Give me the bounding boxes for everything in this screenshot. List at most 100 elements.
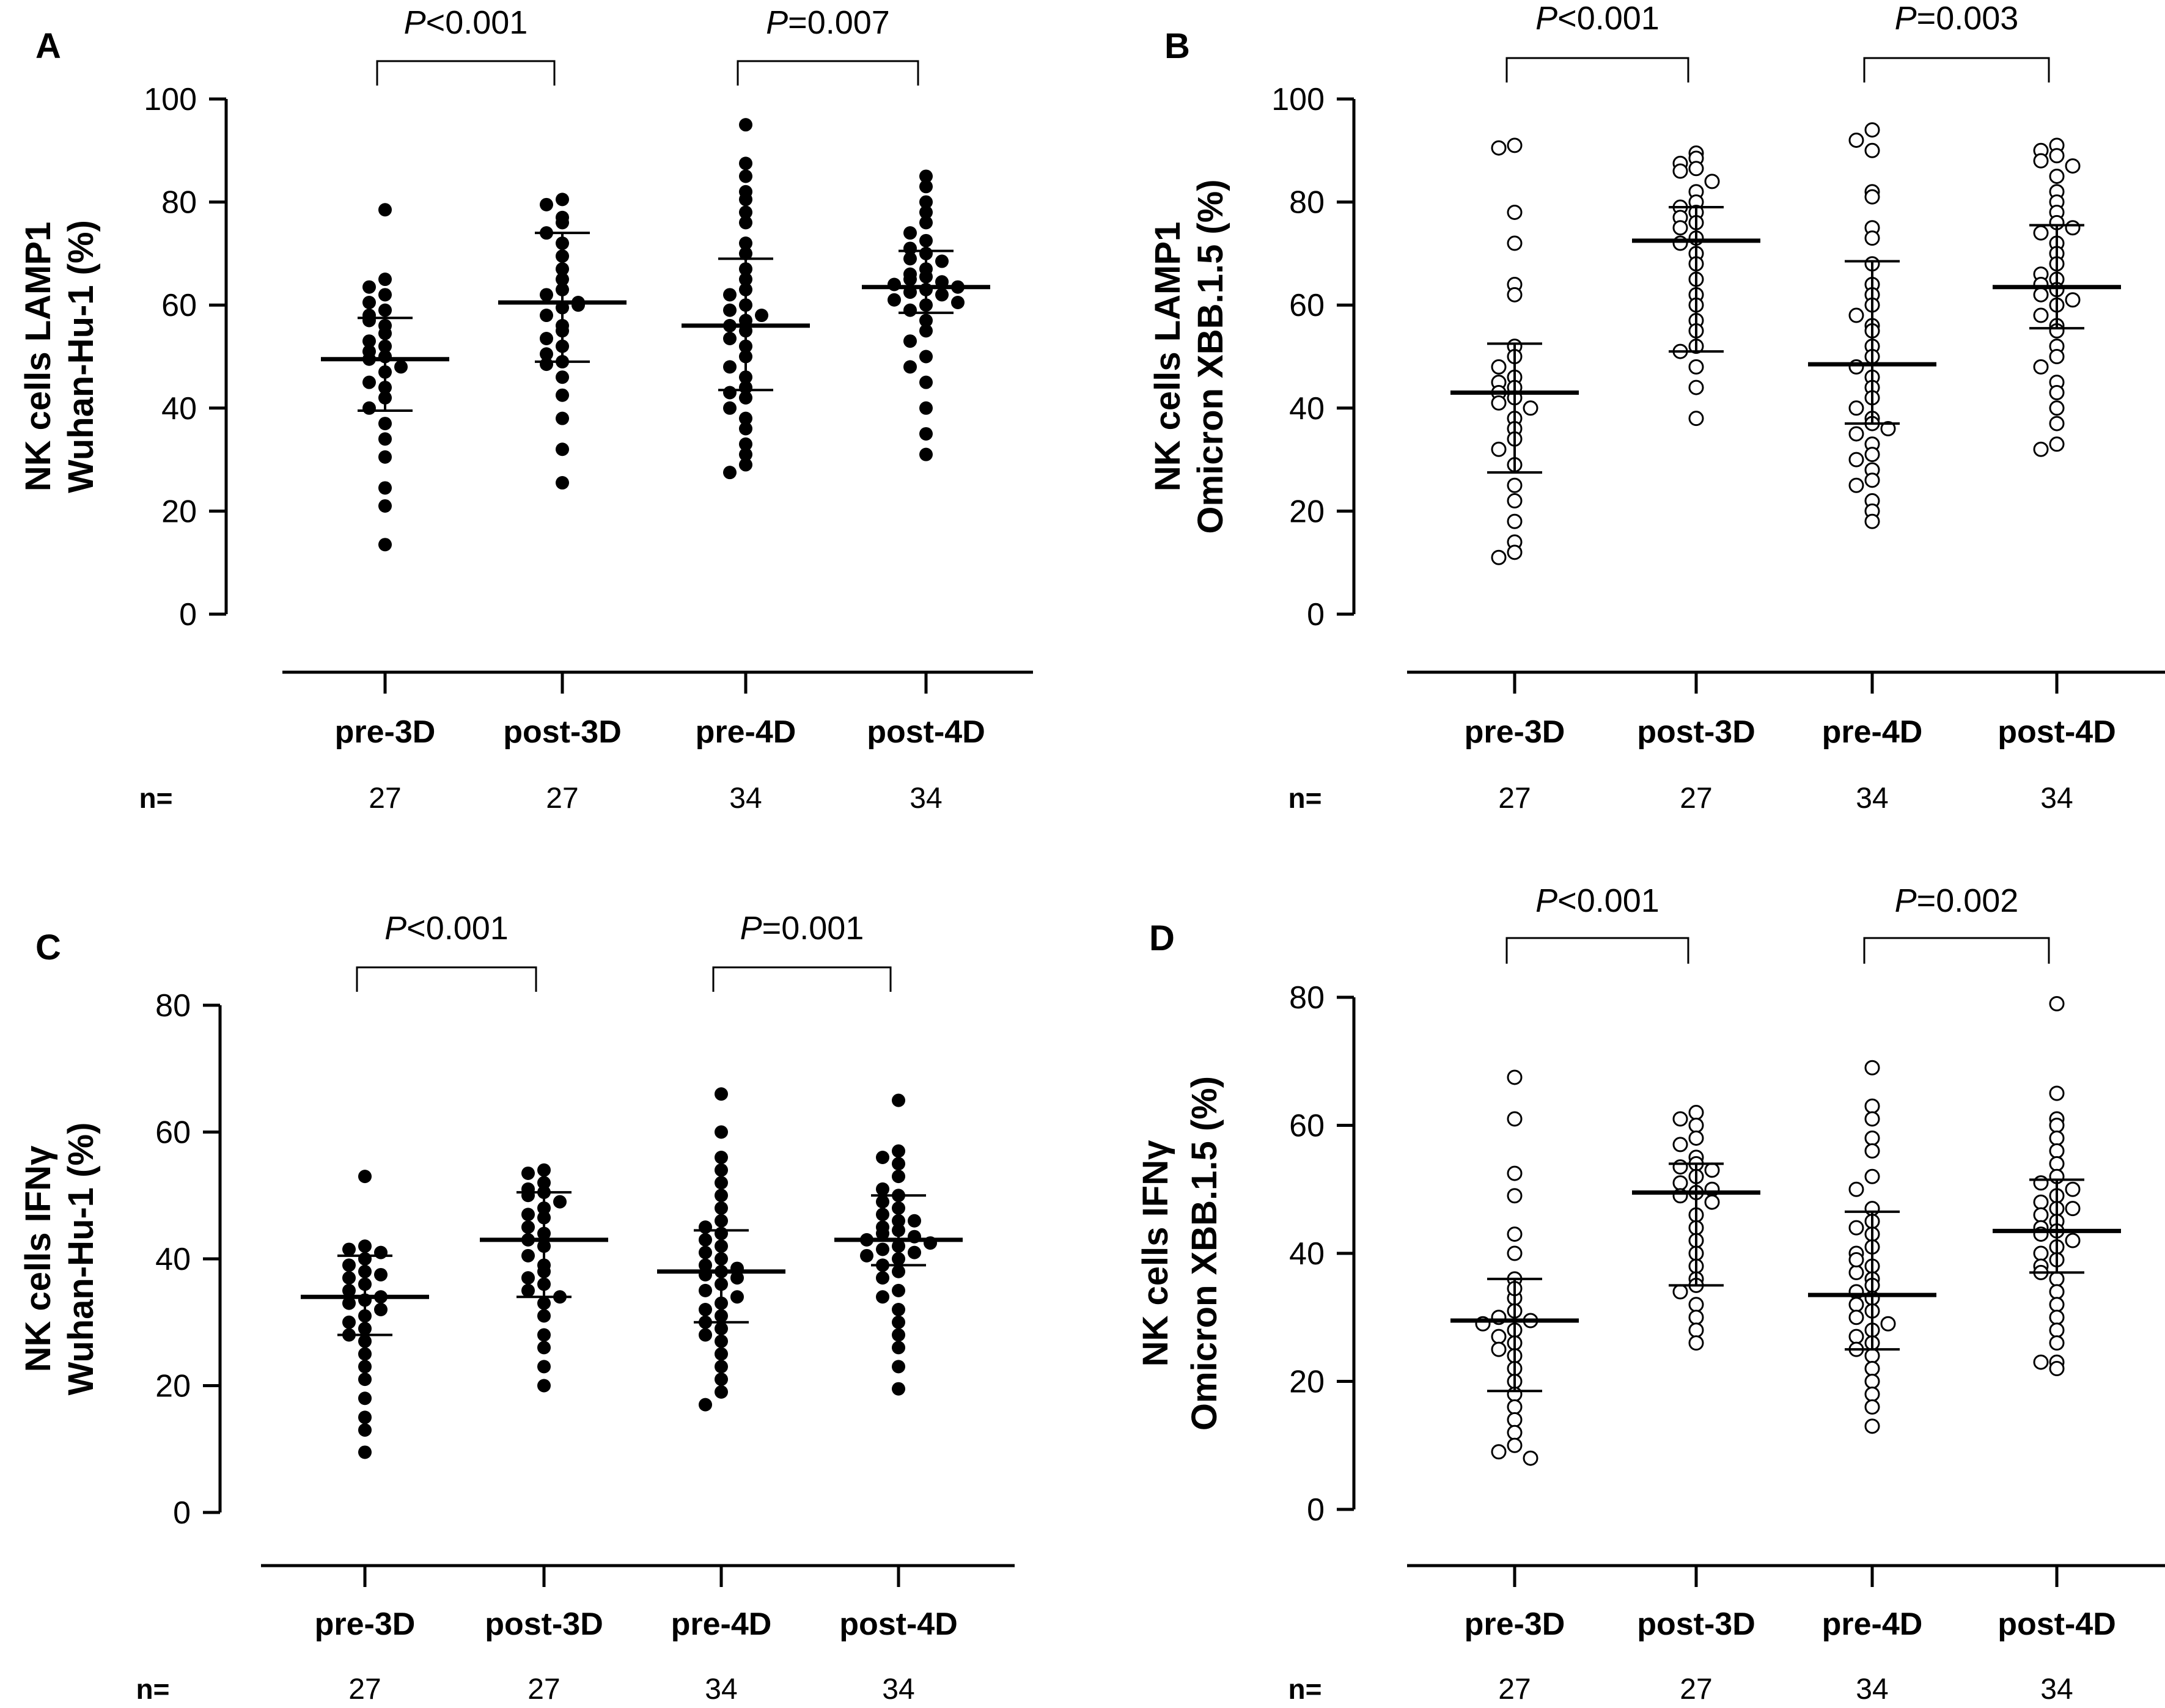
data-point	[362, 375, 376, 389]
data-point	[919, 375, 933, 389]
data-point	[556, 411, 569, 425]
data-point	[374, 1267, 388, 1281]
data-point	[1864, 1348, 1880, 1364]
data-point	[1864, 513, 1880, 529]
data-point	[374, 1245, 388, 1259]
data-point	[378, 481, 392, 495]
y-tick-label: 20	[161, 494, 197, 529]
n-prefix: n=	[136, 1673, 170, 1705]
data-point	[739, 169, 752, 183]
n-count: 34	[882, 1673, 914, 1706]
data-point	[358, 1170, 372, 1184]
data-point	[699, 1328, 712, 1342]
data-point	[1704, 1194, 1720, 1210]
n-count: 27	[1680, 782, 1712, 815]
data-point	[1864, 1060, 1880, 1076]
data-point	[1491, 549, 1507, 565]
data-point	[553, 1195, 567, 1209]
p-value-label: P=0.002	[1895, 882, 2019, 919]
p-value-label: P=0.001	[740, 910, 864, 947]
data-point	[1491, 1444, 1507, 1460]
data-point	[394, 360, 408, 374]
y-tick-label: 80	[1289, 185, 1325, 221]
panel-c: C NK cells IFNγ Wuhan-Hu-1 (%) 0 20 40 60 80 pre…	[18, 910, 1015, 1706]
data-point	[1848, 132, 1864, 148]
data-point	[1688, 1310, 1704, 1325]
data-point	[2033, 1354, 2049, 1370]
data-point	[903, 303, 917, 317]
data-point	[1688, 411, 1704, 427]
data-point	[378, 273, 392, 287]
data-point	[1523, 400, 1538, 416]
data-point	[1688, 161, 1704, 177]
data-point	[1672, 1284, 1688, 1300]
data-point	[362, 295, 376, 309]
data-point	[1507, 544, 1523, 560]
y-tick-label: 0	[1307, 597, 1325, 632]
y-tick-label: 20	[155, 1369, 191, 1404]
data-point	[1864, 1361, 1880, 1377]
data-point	[358, 1239, 372, 1253]
data-point	[378, 203, 392, 217]
data-point	[521, 1208, 535, 1222]
data-point	[537, 1341, 551, 1355]
data-point	[1491, 1341, 1507, 1357]
data-point	[342, 1296, 356, 1310]
data-point	[537, 1163, 551, 1177]
data-point	[537, 1296, 551, 1310]
data-point	[723, 386, 737, 400]
data-point	[892, 1144, 905, 1158]
data-point	[755, 309, 768, 323]
p-value-label: P<0.001	[404, 4, 528, 41]
data-point	[1848, 1297, 1864, 1313]
data-point	[362, 280, 376, 294]
data-point	[2033, 1207, 2049, 1223]
y-tick-label: 100	[1271, 82, 1325, 117]
data-point	[556, 476, 569, 490]
y-tick-label: 60	[1289, 1109, 1325, 1144]
data-point	[556, 216, 569, 230]
data-point	[715, 1385, 728, 1399]
data-point	[378, 538, 392, 552]
data-point	[1864, 1374, 1880, 1389]
panel-letter: D	[1149, 918, 1175, 958]
p-value: <0.001	[406, 910, 509, 947]
category-label: pre-3D	[335, 714, 436, 750]
data-point	[919, 205, 933, 219]
data-point	[1507, 1226, 1523, 1242]
p-symbol: P	[1895, 0, 1917, 37]
significance-bracket	[1505, 937, 1689, 964]
data-point	[723, 331, 737, 345]
p-value: =0.002	[1917, 882, 2019, 919]
data-point	[2049, 168, 2065, 184]
data-point	[739, 437, 752, 451]
data-point	[1507, 1399, 1523, 1415]
data-point	[2049, 1143, 2065, 1159]
data-point	[715, 1125, 728, 1139]
data-point	[1688, 359, 1704, 375]
p-symbol: P	[384, 910, 406, 947]
data-point	[2065, 158, 2081, 174]
y-axis-label: NK cells IFNγ	[18, 1145, 58, 1372]
data-point	[903, 360, 917, 374]
y-tick-label: 0	[1307, 1492, 1325, 1528]
data-point	[892, 1341, 905, 1355]
data-point	[876, 1242, 889, 1256]
data-point	[1491, 395, 1507, 411]
significance-bracket	[712, 966, 892, 992]
data-point	[378, 450, 392, 464]
n-count: 34	[1856, 782, 1888, 815]
data-point	[739, 205, 752, 219]
data-point	[903, 273, 917, 287]
p-symbol: P	[740, 910, 762, 947]
y-axis-label: NK cells LAMP1	[18, 222, 58, 492]
data-point	[876, 1208, 889, 1222]
data-point	[919, 350, 933, 364]
data-point	[739, 390, 752, 405]
data-point	[1507, 1412, 1523, 1428]
data-point	[892, 1093, 905, 1107]
data-point	[2065, 292, 2081, 308]
data-point	[2049, 1284, 2065, 1300]
data-point	[888, 293, 901, 307]
data-point	[1491, 441, 1507, 457]
